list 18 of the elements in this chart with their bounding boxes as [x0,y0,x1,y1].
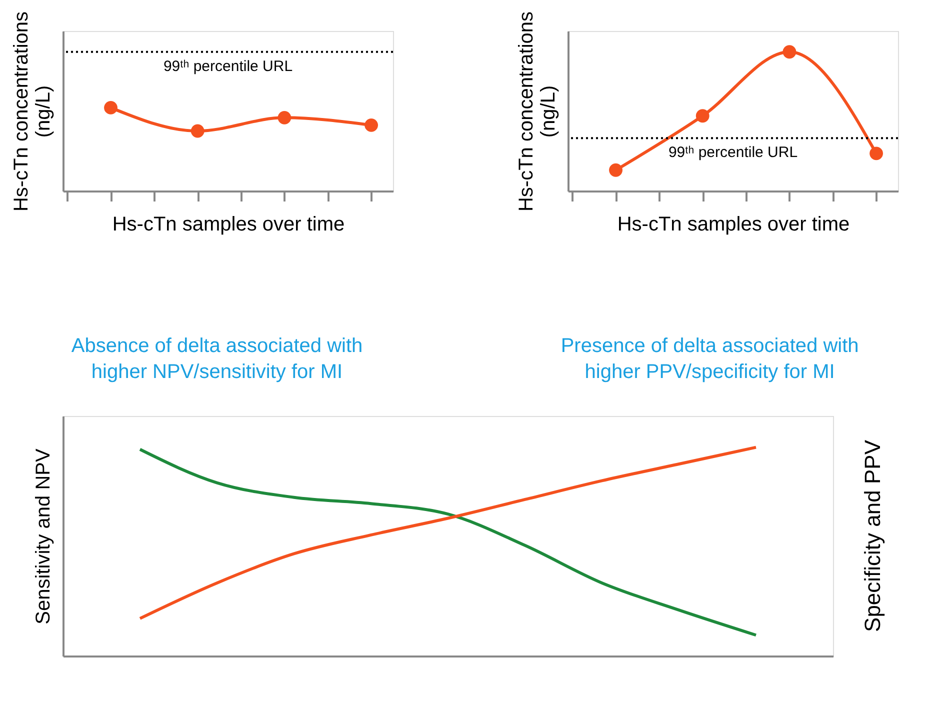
y-axis-title: Hs-cTn concentrations (ng/L) [516,11,560,212]
point [609,163,622,177]
text: Absence of delta associated with higher NPV/sensitivity for MI [71,335,363,383]
point [278,110,292,124]
point [782,45,796,59]
point [190,124,204,138]
ref-line-label: 99ᵗʰ percentile URL [668,144,798,162]
y-axis-title: Sensitivity and NPV [32,448,54,624]
point [104,100,118,114]
point [364,118,378,132]
y-axis-title: Hs-cTn concentrations (ng/L) [10,11,54,212]
x-axis-title: Hs-cTn samples over time [617,214,850,236]
point [870,146,883,160]
point [696,109,710,123]
y2-axis-title: Specificity and PPV [860,440,885,632]
ref-line-label: 99ᵗʰ percentile URL [163,58,293,75]
x-axis-title: Hs-cTn samples over time [112,214,345,236]
text: Presence of delta associated with higher PPV/specificity for MI [560,335,859,383]
